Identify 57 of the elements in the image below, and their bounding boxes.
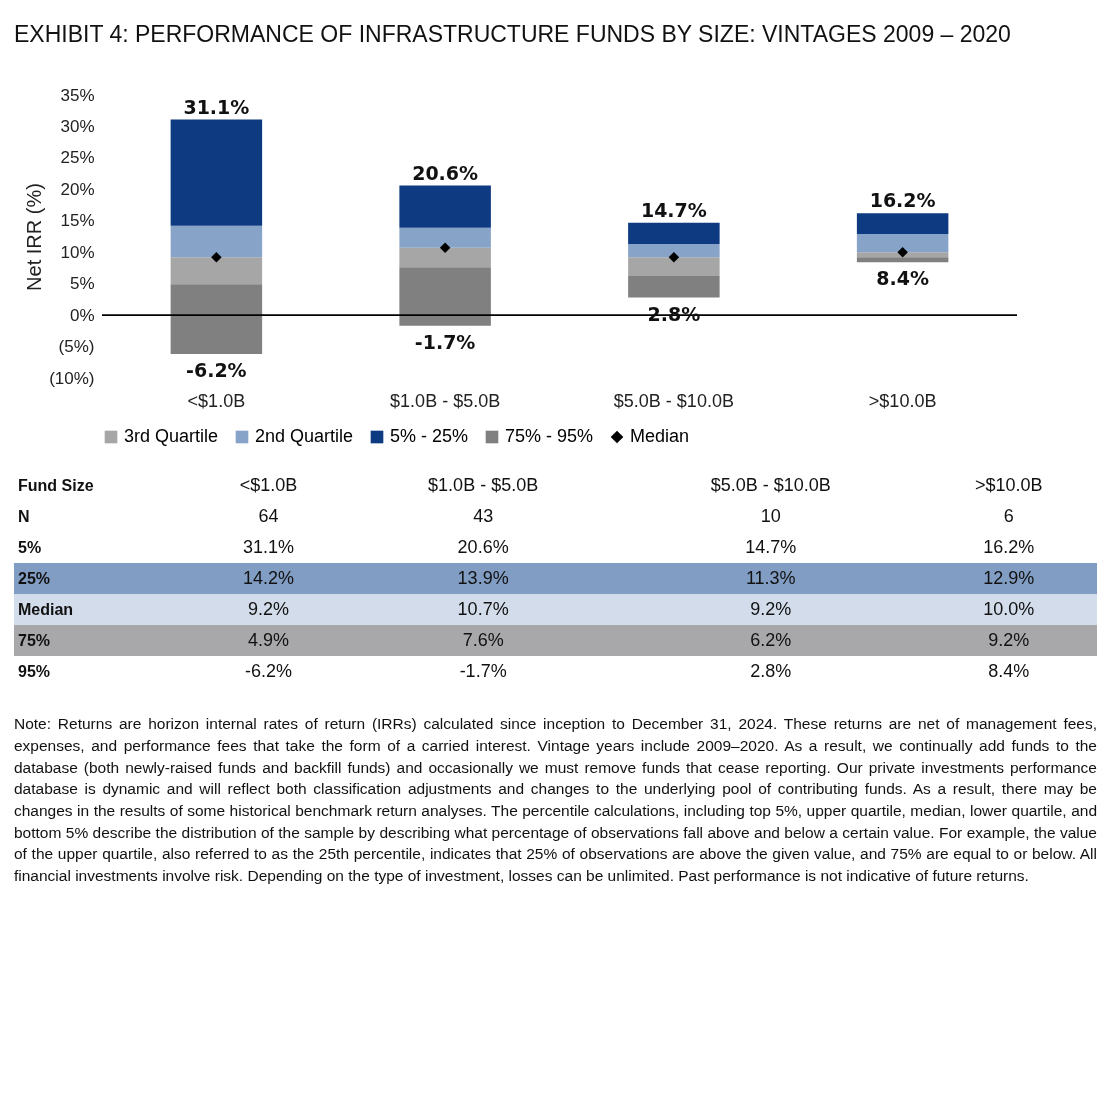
bar — [170, 119, 263, 226]
bar — [856, 234, 949, 253]
bar — [399, 267, 491, 326]
category-label: <$1.0B — [238, 474, 299, 498]
y-tick-label: 5% — [69, 274, 95, 294]
bar — [856, 252, 949, 258]
category-label: $1.0B - $5.0B — [427, 474, 540, 498]
annotation: 31.1% — [183, 95, 250, 118]
bar — [628, 222, 720, 245]
annotation: 8.4% — [876, 267, 929, 290]
annotation: -1.7% — [414, 330, 476, 353]
legend-label: 3rd Quartile — [124, 426, 219, 447]
x-tick-label: $5.0B - $10.0B — [613, 390, 734, 411]
category-label: >$10.0B — [973, 474, 1044, 498]
category-label: $5.0B - $10.0B — [709, 474, 832, 498]
bar — [856, 213, 949, 235]
y-tick-label: 30% — [60, 117, 95, 137]
annotation: -6.2% — [186, 359, 247, 382]
y-tick-label: 25% — [60, 148, 95, 168]
legend-label: Median — [630, 426, 690, 447]
shaded-row: 25% 14.2% 13.9% 11.3% 12.9% — [14, 563, 1097, 595]
shaded-row: 75% 4.9% 7.6% 6.2% 9.2% — [14, 625, 1097, 657]
bar — [170, 226, 263, 258]
text: Note: Returns are horizon internal rates of return (IRRs) calculated since inception to December 31, 2024. These returns are net of management fees, expenses, and performance fees that take the form of a carried interest. Vintage years include 2009–2020. As a result, we continually add funds to the database (both newly-raised funds and backfill funds) and occasionally we must remove funds that cease reporting. Our private investments performance database is dynamic and will reflect both classification adjustments and changes to the underlying pool of contributing funds. As a result, there may be changes in the results of some historical benchmark return analyses. The percentile calculations, including top 5%, upper quartile, median, lower quartile, and bottom 5% describe the distribution of the sample by describing what percentage of observations fall above and below a certain value. For example, the value of the upper quartile, also referred to as the 25th percentile, indicates that 25% of observations are above the given value, and 75% are equal to or below. All financial investments involve risk. Depending on the type of investment, losses can be unlimited. Past performance is not indicative of future returns. — [14, 714, 1097, 886]
y-tick-label: (10%) — [49, 368, 95, 388]
legend-label: 5% - 25% — [390, 426, 469, 447]
annotation: 20.6% — [412, 161, 479, 184]
point — [897, 247, 908, 258]
y-tick-label: 20% — [60, 180, 95, 200]
bar — [399, 248, 491, 268]
annotation: 16.2% — [869, 189, 936, 212]
y-tick-label: 0% — [69, 305, 95, 325]
point — [439, 242, 451, 254]
y-tick-label: (5%) — [58, 337, 95, 357]
bar — [628, 257, 720, 277]
x-tick-label: $1.0B - $5.0B — [390, 390, 501, 411]
bar — [628, 244, 720, 258]
point — [211, 252, 222, 263]
bar — [399, 227, 491, 249]
x-tick-label: >$10.0B — [868, 390, 937, 411]
shaded-row: Median 9.2% 10.7% 9.2% 10.0% — [14, 594, 1097, 626]
legend-label: 2nd Quartile — [255, 426, 354, 447]
y-tick-label: 15% — [60, 211, 95, 231]
bar — [399, 185, 491, 228]
legend-label: 75% - 95% — [505, 426, 594, 447]
chart-title: EXHIBIT 4: PERFORMANCE OF INFRASTRUCTURE FUNDS BY SIZE: VINTAGES 2009 – 2020 — [14, 20, 1012, 49]
y-tick-label: 35% — [60, 85, 95, 105]
bar — [170, 257, 263, 285]
point — [668, 252, 680, 263]
bar — [628, 276, 720, 298]
annotation: 14.7% — [640, 198, 707, 221]
y-tick-label: 10% — [60, 242, 95, 262]
y-axis-title: Net IRR (%) — [23, 183, 46, 292]
bar — [856, 257, 949, 263]
text: Fund Size — [17, 475, 95, 496]
bar — [170, 284, 263, 355]
x-tick-label: <$1.0B — [187, 390, 246, 411]
